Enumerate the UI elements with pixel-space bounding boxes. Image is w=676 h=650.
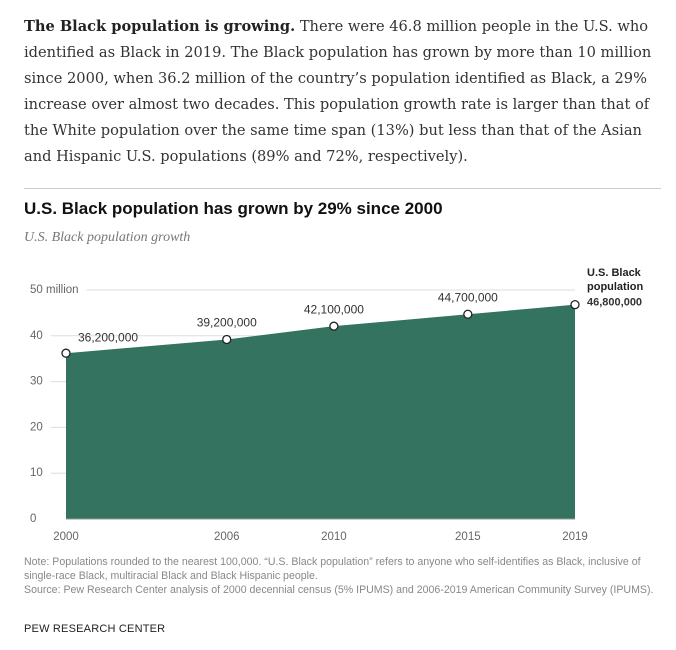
intro-lead: The Black population is growing. bbox=[24, 18, 296, 35]
point bbox=[570, 300, 580, 310]
divider bbox=[24, 188, 661, 189]
annotation: U.S. Black population bbox=[587, 267, 644, 293]
x-tick-label: 2000 bbox=[53, 531, 79, 543]
y-tick-label: 50 million bbox=[30, 284, 79, 296]
y-tick-label: 10 bbox=[30, 467, 43, 479]
chart-title: U.S. Black population has grown by 29% s… bbox=[24, 199, 443, 218]
x-tick-label: 2019 bbox=[562, 531, 588, 543]
data-label: 44,700,000 bbox=[438, 290, 498, 304]
footer: PEW RESEARCH CENTER bbox=[24, 623, 166, 635]
data-label: 36,200,000 bbox=[78, 330, 138, 344]
source: Source: Pew Research Center analysis of … bbox=[24, 584, 654, 596]
chart: 0 10 20 30 40 50 million 2000 2006 2010 2015 2019 3… bbox=[30, 284, 642, 543]
x-tick-label: 2006 bbox=[214, 531, 240, 543]
data-label: 39,200,000 bbox=[197, 316, 257, 330]
chart-subtitle: U.S. Black population growth bbox=[24, 230, 191, 245]
data-label: 46,800,000 bbox=[587, 297, 642, 309]
area bbox=[66, 304, 575, 519]
note: Note: Populations rounded to the nearest… bbox=[24, 556, 641, 582]
point bbox=[463, 309, 473, 319]
intro: The Black population is growing. There w… bbox=[24, 14, 654, 170]
intro-text: There were 46.8 million people in the U.… bbox=[24, 18, 652, 165]
y-tick-label: 0 bbox=[30, 513, 36, 525]
y-tick-label: 30 bbox=[30, 376, 43, 388]
point bbox=[329, 321, 339, 331]
notes: Note: Populations rounded to the nearest… bbox=[24, 555, 654, 597]
x-tick-label: 2015 bbox=[455, 531, 481, 543]
data-label: 42,100,000 bbox=[304, 302, 364, 316]
point bbox=[222, 334, 232, 345]
y-tick-label: 40 bbox=[30, 330, 43, 342]
y-tick-label: 20 bbox=[30, 421, 43, 433]
point bbox=[61, 348, 71, 358]
x-tick-label: 2010 bbox=[321, 531, 347, 543]
